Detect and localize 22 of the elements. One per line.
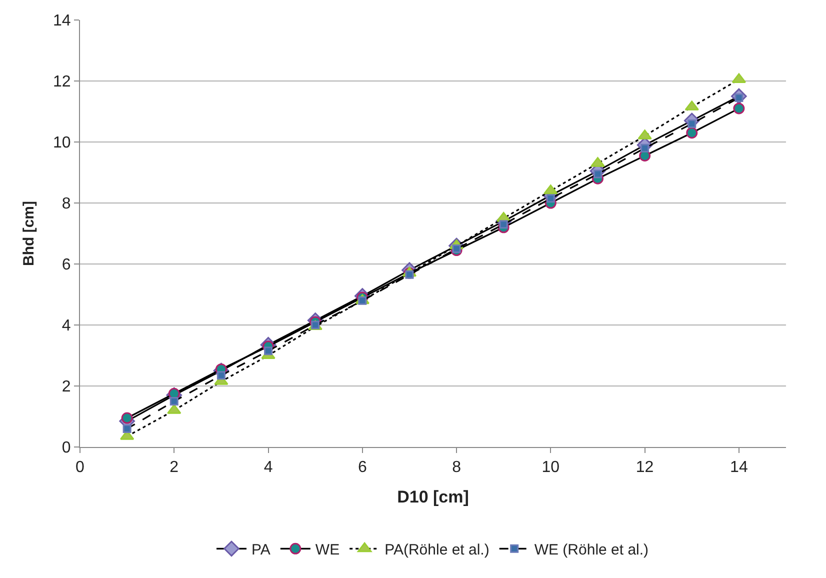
x-tick-label: 6 — [358, 459, 367, 476]
y-axis-title: Bhd [cm] — [20, 201, 38, 266]
y-tick-label: 8 — [62, 196, 71, 213]
x-axis-title: D10 [cm] — [397, 488, 469, 507]
y-tick-label: 6 — [62, 256, 71, 274]
legend-label: WE — [315, 542, 340, 558]
x-tick-label: 8 — [452, 459, 462, 476]
x-tick-label: 4 — [264, 459, 273, 476]
y-tick-label: 14 — [53, 12, 71, 30]
x-tick-label: 14 — [730, 459, 748, 476]
x-tick-label: 0 — [76, 459, 85, 476]
y-tick-label: 2 — [62, 378, 71, 396]
y-tick-label: 12 — [53, 74, 71, 91]
legend-label: PA — [252, 542, 270, 558]
x-tick-label: 2 — [170, 459, 179, 476]
y-tick-label: 0 — [62, 440, 71, 457]
x-tick-label: 10 — [542, 459, 560, 476]
legend-label: PA(Röhle et al.) — [384, 542, 490, 558]
x-tick-label: 12 — [636, 459, 654, 476]
y-tick-label: 4 — [62, 318, 71, 335]
legend-label: WE (Röhle et al.) — [534, 542, 649, 558]
y-tick-label: 10 — [53, 134, 71, 152]
